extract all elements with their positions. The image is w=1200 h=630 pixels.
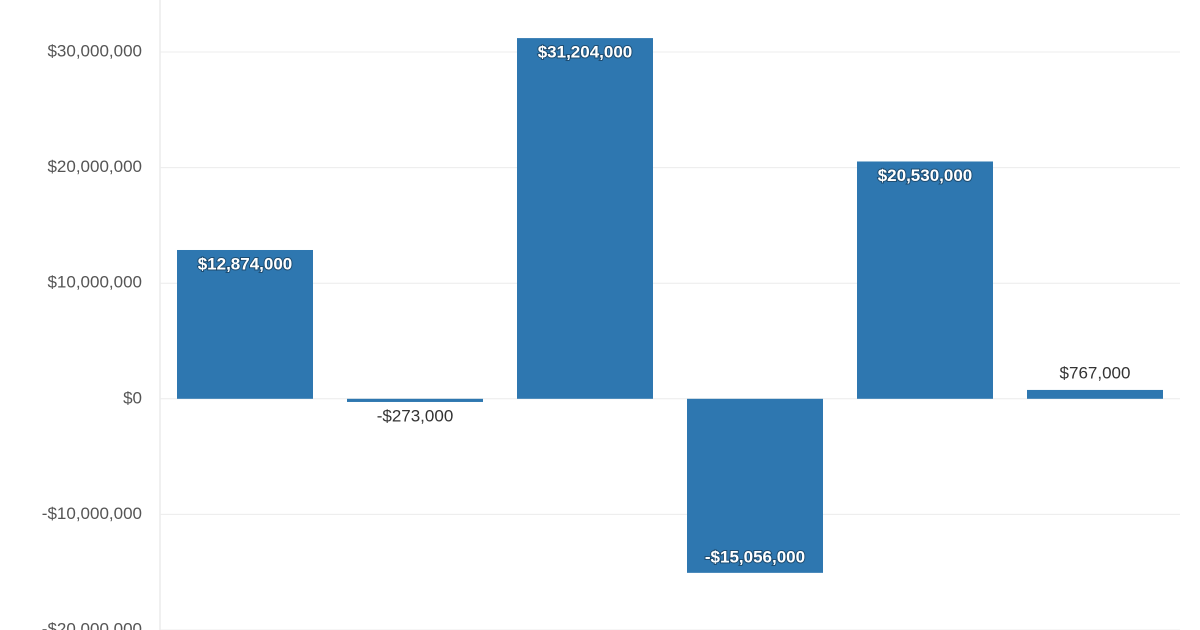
bar <box>177 249 313 399</box>
bar <box>517 38 653 399</box>
value-label: $12,874,000 <box>198 254 293 273</box>
y-tick-label: -$20,000,000 <box>42 619 142 630</box>
bar <box>857 161 993 399</box>
bar <box>687 398 823 573</box>
bar <box>1027 389 1163 399</box>
value-label: -$15,056,000 <box>705 547 805 566</box>
y-tick-label: $10,000,000 <box>47 273 142 292</box>
y-tick-label: $0 <box>123 388 142 407</box>
value-label: $767,000 <box>1060 363 1131 382</box>
value-label: $31,204,000 <box>538 43 633 62</box>
y-tick-label: $30,000,000 <box>47 42 142 61</box>
bar <box>347 398 483 402</box>
value-label: $20,530,000 <box>878 166 973 185</box>
value-label: -$273,000 <box>377 406 454 425</box>
y-tick-label: -$10,000,000 <box>42 504 142 523</box>
y-tick-label: $20,000,000 <box>47 157 142 176</box>
